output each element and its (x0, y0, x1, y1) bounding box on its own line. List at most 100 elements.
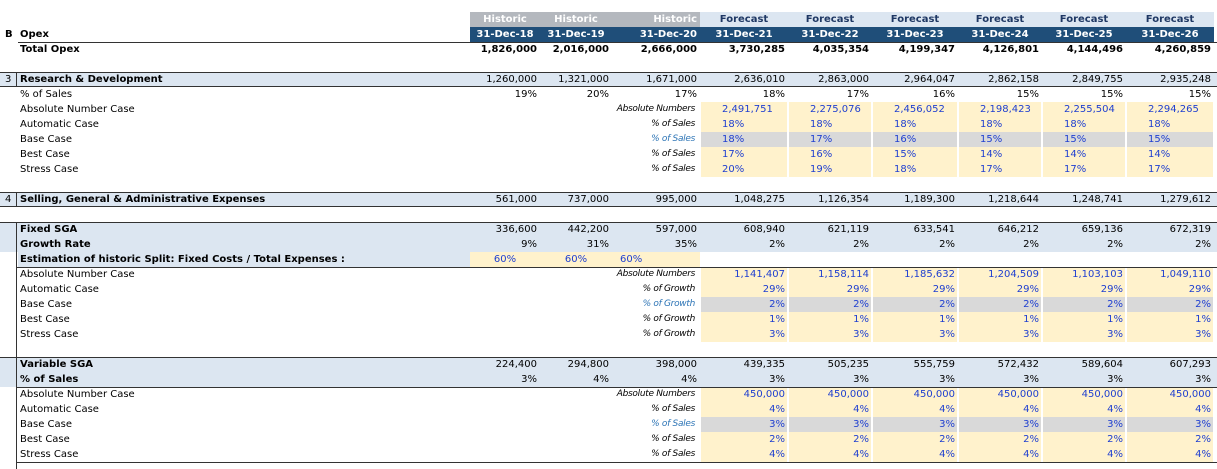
case-input[interactable]: 15% (1148, 134, 1171, 145)
case-input[interactable]: 29% (932, 284, 955, 295)
case-input[interactable]: 2% (769, 434, 785, 445)
case-input[interactable]: 1,204,509 (988, 269, 1039, 280)
case-input[interactable]: 18% (894, 119, 917, 130)
case-input[interactable]: 29% (1016, 284, 1039, 295)
case-input[interactable]: 2% (1107, 299, 1123, 310)
case-input[interactable]: 29% (762, 284, 785, 295)
case-input[interactable]: 4% (1195, 404, 1211, 415)
case-input[interactable]: 3% (853, 329, 869, 340)
case-input[interactable]: 3% (939, 419, 955, 430)
case-input[interactable]: 3% (1023, 329, 1039, 340)
case-input[interactable]: 18% (894, 164, 917, 175)
case-input[interactable]: 2% (1107, 434, 1123, 445)
date-cell: 31-Dec-20 (612, 27, 700, 42)
case-input[interactable]: 1% (1023, 314, 1039, 325)
case-input[interactable]: 2% (769, 299, 785, 310)
case-input[interactable]: 15% (980, 134, 1003, 145)
case-input[interactable]: 2% (1195, 434, 1211, 445)
case-input[interactable]: 1,185,632 (904, 269, 955, 280)
case-input[interactable]: 3% (1195, 419, 1211, 430)
case-input[interactable]: 2% (1195, 299, 1211, 310)
case-unit: % of Sales (651, 419, 695, 429)
case-input[interactable]: 4% (853, 404, 869, 415)
case-input[interactable]: 1,141,407 (734, 269, 785, 280)
case-input[interactable]: 1% (1195, 314, 1211, 325)
case-input[interactable]: 1,103,103 (1072, 269, 1123, 280)
case-input[interactable]: 3% (1107, 419, 1123, 430)
case-input[interactable]: 17% (1064, 164, 1087, 175)
case-input[interactable]: 4% (1023, 449, 1039, 460)
case-input[interactable]: 4% (1023, 404, 1039, 415)
split-input[interactable]: 60% (564, 254, 588, 265)
case-input[interactable]: 3% (1107, 329, 1123, 340)
case-input[interactable]: 3% (853, 419, 869, 430)
split-input[interactable]: 60% (493, 254, 517, 265)
fixed-sga-label: Fixed SGA (20, 224, 78, 235)
case-input[interactable]: 18% (722, 134, 745, 145)
case-input[interactable]: 3% (1023, 419, 1039, 430)
case-input[interactable]: 16% (810, 149, 833, 160)
case-input[interactable]: 16% (894, 134, 917, 145)
case-input[interactable]: 18% (1148, 119, 1171, 130)
case-input[interactable]: 19% (810, 164, 833, 175)
case-input[interactable]: 2% (939, 434, 955, 445)
case-input[interactable]: 15% (894, 149, 917, 160)
input-fill (1127, 102, 1213, 117)
case-input[interactable]: 17% (722, 149, 745, 160)
case-input[interactable]: 2,198,423 (980, 104, 1031, 115)
case-input[interactable]: 4% (853, 449, 869, 460)
case-input[interactable]: 4% (1107, 404, 1123, 415)
case-input[interactable]: 3% (769, 329, 785, 340)
case-input[interactable]: 1,049,110 (1160, 269, 1211, 280)
case-input[interactable]: 2% (853, 434, 869, 445)
case-input[interactable]: 450,000 (913, 389, 955, 400)
case-input[interactable]: 4% (1107, 449, 1123, 460)
case-input[interactable]: 1% (853, 314, 869, 325)
case-input[interactable]: 29% (1100, 284, 1123, 295)
case-input[interactable]: 17% (980, 164, 1003, 175)
case-input[interactable]: 2,275,076 (810, 104, 861, 115)
case-input[interactable]: 3% (939, 329, 955, 340)
case-input[interactable]: 14% (1148, 149, 1171, 160)
case-input[interactable]: 1% (1107, 314, 1123, 325)
case-input[interactable]: 4% (1195, 449, 1211, 460)
case-input[interactable]: 18% (980, 119, 1003, 130)
case-input[interactable]: 29% (1188, 284, 1211, 295)
case-input[interactable]: 2% (1023, 299, 1039, 310)
case-input[interactable]: 17% (810, 134, 833, 145)
case-input[interactable]: 14% (980, 149, 1003, 160)
case-input[interactable]: 18% (722, 119, 745, 130)
case-input[interactable]: 2% (853, 299, 869, 310)
case-input[interactable]: 2% (939, 299, 955, 310)
case-input[interactable]: 450,000 (1169, 389, 1211, 400)
case-input[interactable]: 1,158,114 (818, 269, 869, 280)
case-input[interactable]: 450,000 (827, 389, 869, 400)
case-input[interactable]: 15% (1064, 134, 1087, 145)
case-input[interactable]: 1% (939, 314, 955, 325)
case-input[interactable]: 2,491,751 (722, 104, 773, 115)
case-label: Best Case (20, 149, 70, 160)
split-row: Estimation of historic Split: Fixed Cost… (0, 252, 1217, 267)
case-input[interactable]: 4% (769, 404, 785, 415)
case-input[interactable]: 3% (769, 419, 785, 430)
case-input[interactable]: 450,000 (1081, 389, 1123, 400)
split-input[interactable]: 60% (620, 254, 643, 265)
case-input[interactable]: 2,294,265 (1148, 104, 1199, 115)
case-input[interactable]: 18% (1064, 119, 1087, 130)
case-input[interactable]: 450,000 (743, 389, 785, 400)
case-input[interactable]: 3% (1195, 329, 1211, 340)
case-input[interactable]: 18% (810, 119, 833, 130)
case-input[interactable]: 14% (1064, 149, 1087, 160)
case-input[interactable]: 29% (846, 284, 869, 295)
case-input[interactable]: 4% (939, 449, 955, 460)
case-input[interactable]: 2% (1023, 434, 1039, 445)
case-input[interactable]: 4% (769, 449, 785, 460)
case-input[interactable]: 1% (769, 314, 785, 325)
case-input[interactable]: 450,000 (997, 389, 1039, 400)
case-input[interactable]: 2,255,504 (1064, 104, 1115, 115)
input-fill (959, 102, 1041, 117)
case-input[interactable]: 4% (939, 404, 955, 415)
case-input[interactable]: 20% (722, 164, 745, 175)
case-input[interactable]: 2,456,052 (894, 104, 945, 115)
case-input[interactable]: 17% (1148, 164, 1171, 175)
